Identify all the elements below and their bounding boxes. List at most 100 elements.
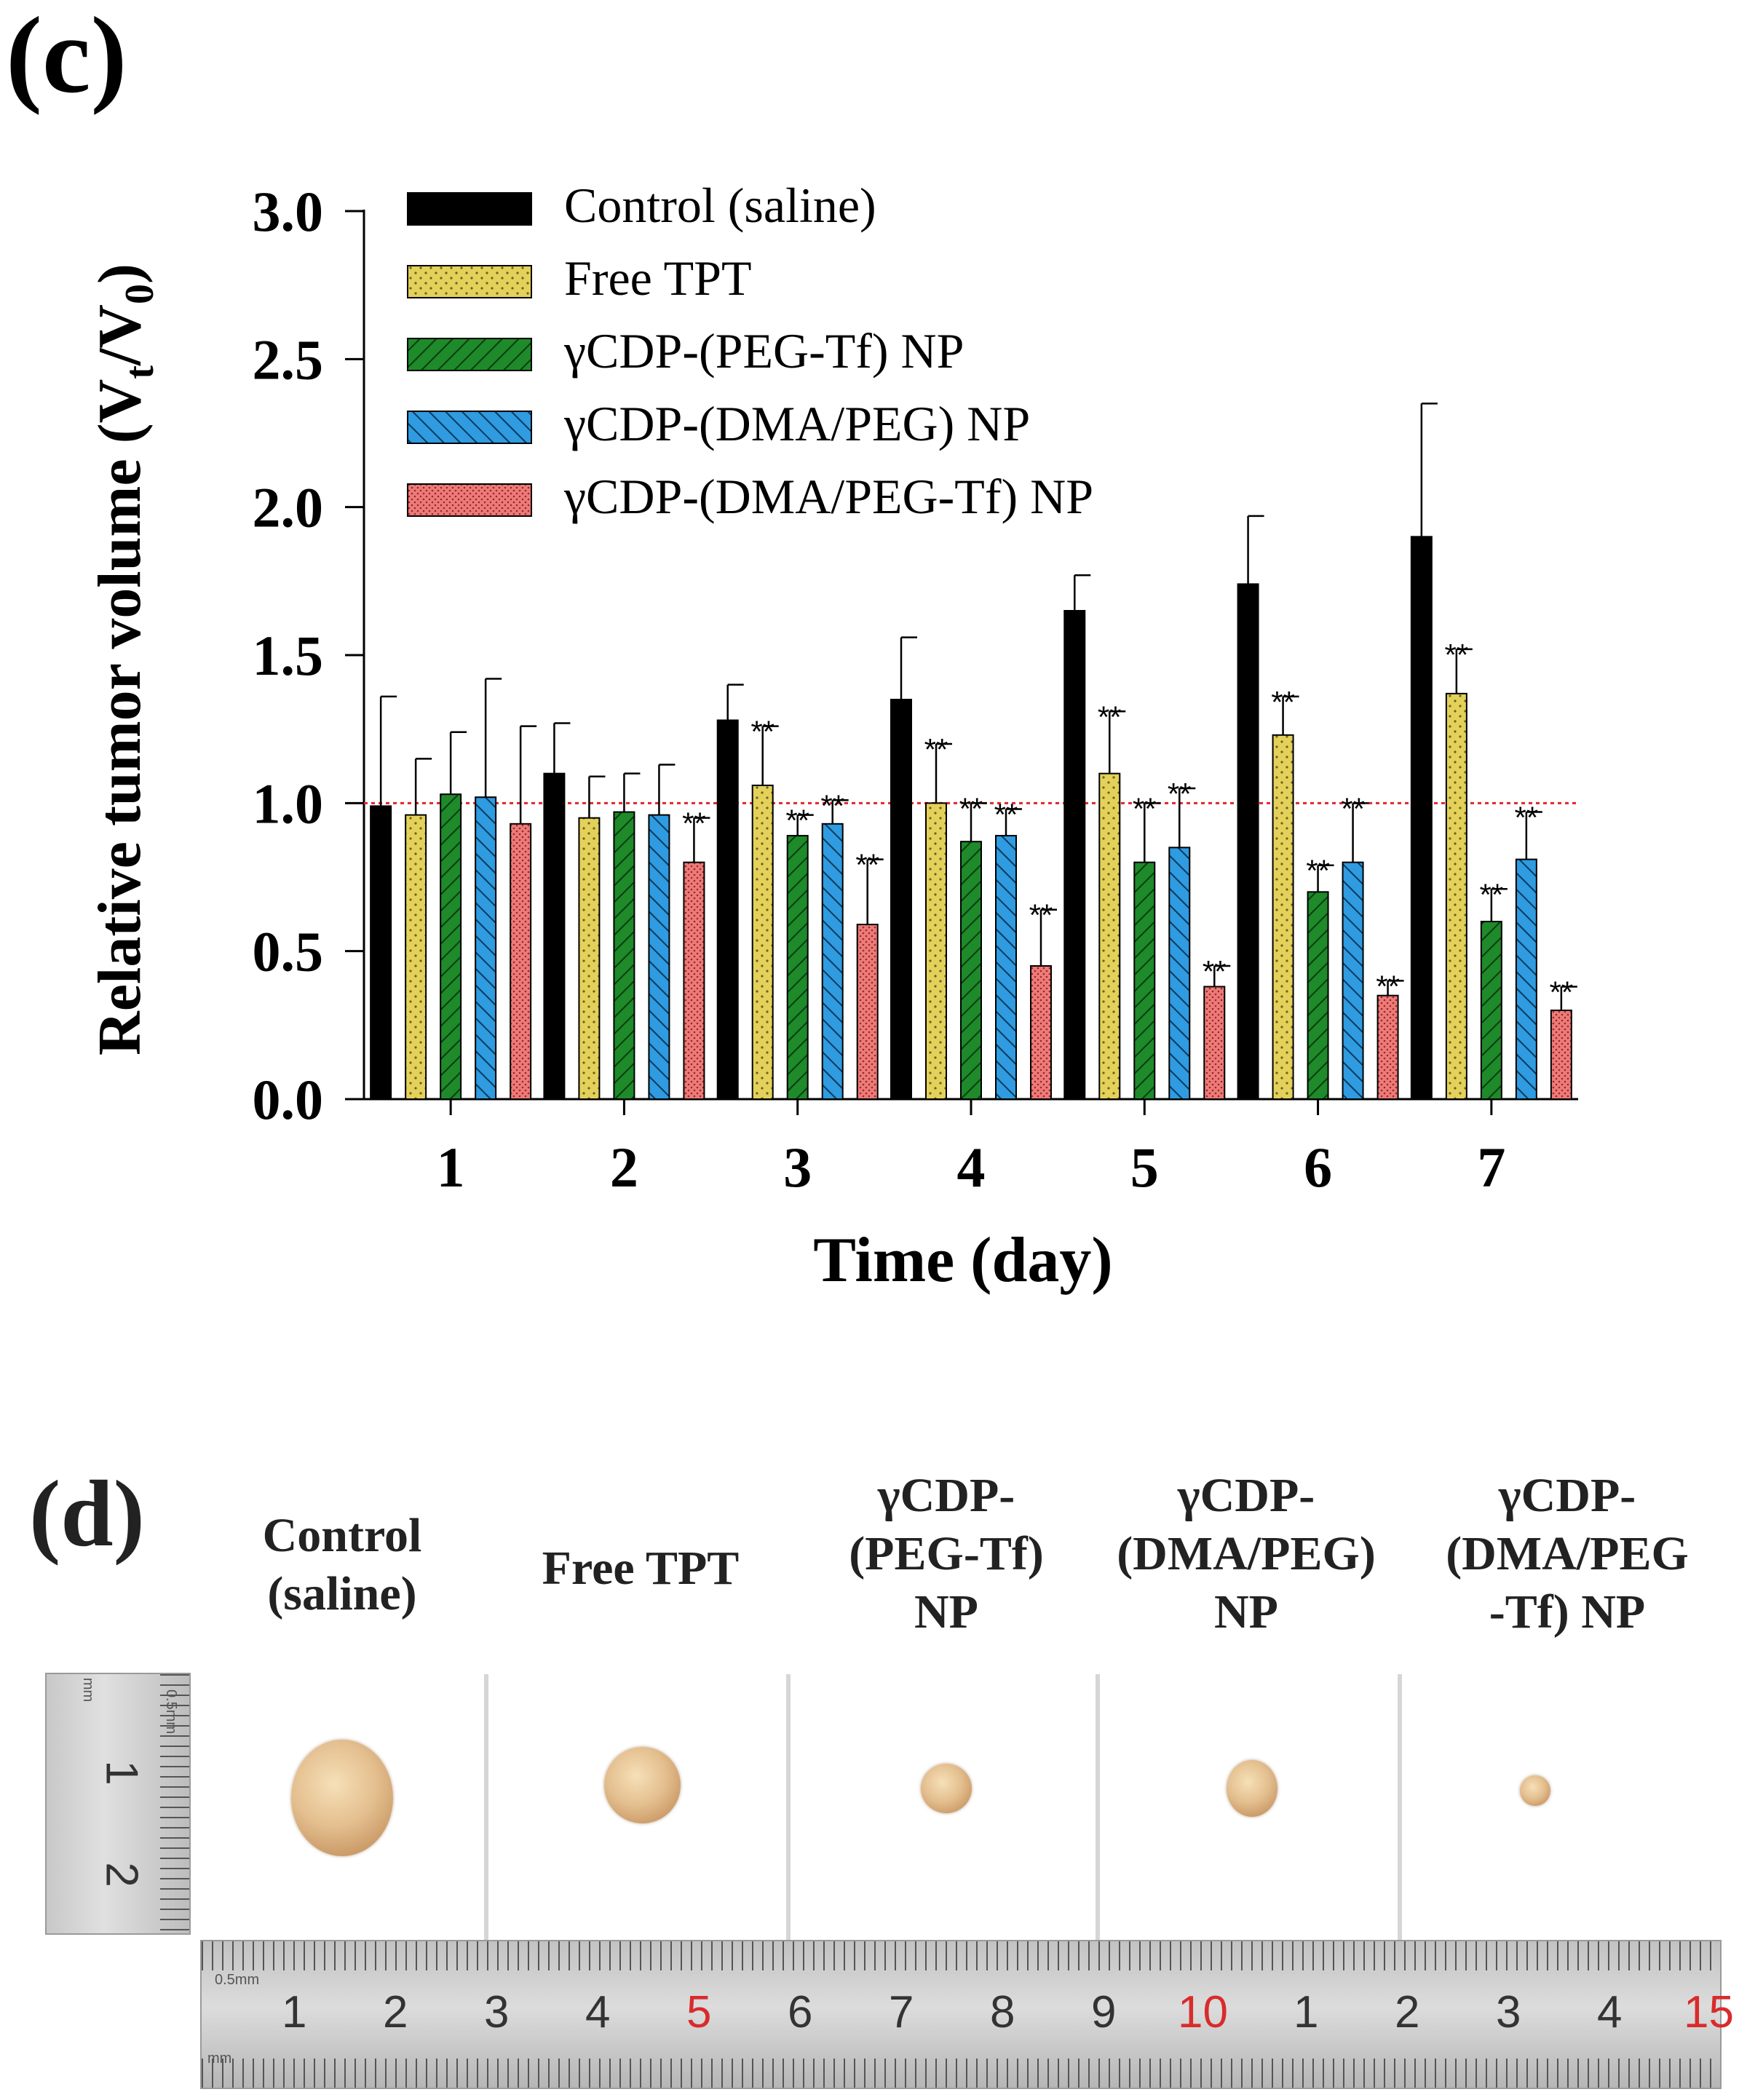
significance-marker: ** bbox=[785, 804, 809, 838]
ruler-horizontal-number: 2 bbox=[1395, 1987, 1420, 2037]
ruler-horizontal-number: 3 bbox=[484, 1987, 510, 2037]
ruler-vertical-num-1: 1 bbox=[96, 1760, 147, 1786]
ruler-vertical-mark: 0.5mm bbox=[163, 1689, 180, 1735]
significance-marker: ** bbox=[1271, 685, 1295, 719]
bar-chart: Relative tumor volume (Vt/V0) 0.0 0.5 1.0 1… bbox=[86, 178, 1578, 1296]
y-axis-title-sub-0: 0 bbox=[117, 284, 162, 304]
photo-divider bbox=[484, 1674, 488, 1940]
panel-d-label: (d) bbox=[29, 1462, 145, 1566]
bar bbox=[613, 811, 635, 1100]
bar bbox=[821, 823, 844, 1101]
group-label-line: γCDP- bbox=[877, 1469, 1015, 1522]
group-label-line: Control bbox=[262, 1509, 422, 1562]
group-label-line: γCDP- bbox=[1177, 1469, 1315, 1522]
bar bbox=[1550, 1010, 1572, 1100]
significance-marker: ** bbox=[994, 797, 1018, 831]
bar bbox=[1098, 772, 1121, 1100]
photo-divider bbox=[1096, 1674, 1100, 1940]
bar bbox=[1133, 861, 1156, 1100]
significance-marker: ** bbox=[924, 732, 948, 766]
bar bbox=[440, 793, 462, 1100]
bar bbox=[1376, 994, 1399, 1100]
bar bbox=[683, 861, 705, 1100]
bar bbox=[995, 835, 1017, 1100]
y-tick-label: 2.0 bbox=[253, 476, 324, 539]
ruler-horizontal-number: 10 bbox=[1178, 1987, 1228, 2037]
tumor-dma-peg-tf bbox=[1520, 1775, 1550, 1806]
axes: 0.0 0.5 1.0 1.5 2.0 2.5 3.0 1 2 3 4 5 6 7 bbox=[253, 180, 1578, 1199]
legend-swatch bbox=[407, 265, 532, 298]
bar bbox=[543, 772, 566, 1100]
group-label-line: (DMA/PEG bbox=[1446, 1527, 1689, 1580]
tumor-free-tpt bbox=[604, 1747, 681, 1823]
y-tick-label: 1.0 bbox=[253, 772, 324, 835]
significance-marker: ** bbox=[1029, 898, 1053, 932]
vertical-ruler: mm 0.5mm 1 2 bbox=[45, 1673, 191, 1935]
group-label: γCDP- (PEG-Tf) NP bbox=[793, 1467, 1099, 1641]
ruler-horizontal-number: 1 bbox=[1294, 1987, 1319, 2037]
svg-text:Relative tumor volume (Vt/V0): Relative tumor volume (Vt/V0) bbox=[86, 264, 162, 1055]
significance-marker: ** bbox=[1306, 854, 1330, 888]
significance-marker: ** bbox=[1098, 700, 1122, 734]
tumor-dma-peg bbox=[1227, 1760, 1277, 1817]
bar bbox=[1272, 734, 1294, 1100]
group-label-line: NP bbox=[914, 1585, 978, 1639]
x-tick-label: 2 bbox=[610, 1136, 638, 1199]
bar bbox=[370, 805, 392, 1101]
y-axis-title-close: ) bbox=[86, 264, 154, 284]
group-label-line: (PEG-Tf) bbox=[849, 1527, 1044, 1580]
bar bbox=[786, 835, 809, 1100]
bar bbox=[648, 814, 670, 1100]
ruler-horizontal-number: 15 bbox=[1684, 1987, 1734, 2037]
y-axis-title-sub-t: t bbox=[117, 365, 162, 379]
group-label-line: γCDP- bbox=[1498, 1469, 1636, 1522]
ruler-horizontal-number: 4 bbox=[585, 1987, 611, 2037]
legend-label: γCDP-(PEG-Tf) NP bbox=[563, 323, 964, 379]
group-label: Control (saline) bbox=[189, 1507, 495, 1623]
bar bbox=[405, 814, 427, 1100]
significance-marker: ** bbox=[1376, 969, 1400, 1003]
ruler-horizontal-number: 4 bbox=[1597, 1987, 1623, 2037]
y-tick-label: 3.0 bbox=[253, 180, 324, 243]
x-tick-label: 5 bbox=[1130, 1136, 1159, 1199]
legend-label: γCDP-(DMA/PEG) NP bbox=[563, 396, 1030, 451]
significance-marker: ** bbox=[1480, 877, 1504, 911]
photo-divider bbox=[786, 1674, 791, 1940]
ruler-horizontal-number: 9 bbox=[1091, 1987, 1117, 2037]
ruler-horizontal-number: 2 bbox=[383, 1987, 408, 2037]
ruler-vertical-unit: mm bbox=[80, 1677, 97, 1703]
group-label-line: NP bbox=[1214, 1585, 1278, 1639]
y-axis-title-slash: /V bbox=[86, 304, 154, 366]
bar bbox=[1480, 921, 1502, 1100]
legend-swatch bbox=[407, 411, 532, 444]
bar bbox=[751, 784, 774, 1101]
bar bbox=[578, 817, 601, 1100]
ruler-horizontal-number: 3 bbox=[1496, 1987, 1521, 2037]
group-label: γCDP- (DMA/PEG) NP bbox=[1093, 1467, 1399, 1641]
bar bbox=[925, 802, 947, 1101]
bar bbox=[1030, 965, 1052, 1100]
bar bbox=[716, 719, 739, 1100]
significance-marker: ** bbox=[820, 788, 844, 823]
ruler-horizontal-unit: mm bbox=[207, 2051, 232, 2067]
legend: Control (saline) Free TPT γCDP-(PEG-Tf) NP… bbox=[407, 178, 1093, 524]
bar bbox=[1063, 610, 1086, 1100]
ruler-vertical-num-2: 2 bbox=[96, 1862, 147, 1887]
bar bbox=[1237, 583, 1259, 1100]
ruler-horizontal-number: 1 bbox=[282, 1987, 307, 2037]
bar bbox=[510, 823, 532, 1101]
significance-marker: ** bbox=[1341, 791, 1365, 825]
significance-marker: ** bbox=[855, 848, 879, 882]
bar bbox=[475, 796, 497, 1100]
significance-marker: ** bbox=[1133, 791, 1157, 825]
x-tick-label: 4 bbox=[957, 1136, 986, 1199]
tumor-control bbox=[291, 1740, 393, 1856]
y-tick-label: 1.5 bbox=[253, 624, 324, 687]
ruler-horizontal-number: 6 bbox=[788, 1987, 813, 2037]
significance-marker: ** bbox=[1515, 801, 1539, 835]
group-label: γCDP- (DMA/PEG -Tf) NP bbox=[1414, 1467, 1720, 1641]
group-label-line: (DMA/PEG) bbox=[1117, 1527, 1376, 1580]
y-tick-label: 0.0 bbox=[253, 1068, 324, 1131]
legend-label: γCDP-(DMA/PEG-Tf) NP bbox=[563, 469, 1093, 524]
legend-swatch bbox=[407, 338, 532, 371]
